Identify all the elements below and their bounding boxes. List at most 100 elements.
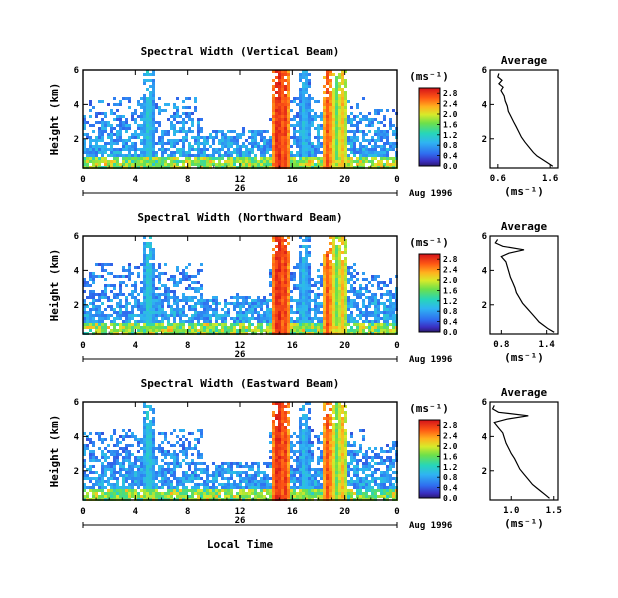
heatmap-cell [347, 160, 350, 163]
heatmap-cell [161, 486, 164, 489]
heatmap-cell [323, 311, 326, 314]
heatmap-cell [296, 492, 299, 495]
heatmap-cell [236, 148, 239, 151]
heatmap-cell [155, 317, 158, 320]
heatmap-cell [383, 302, 386, 305]
heatmap-cell [83, 483, 86, 486]
heatmap-cell [287, 281, 290, 284]
heatmap-cell [299, 429, 302, 432]
heatmap-cell [170, 453, 173, 456]
heatmap-cell [359, 160, 362, 163]
heatmap-cell [128, 453, 131, 456]
heatmap-cell [131, 489, 134, 492]
heatmap-cell [101, 480, 104, 483]
heatmap-cell [350, 305, 353, 308]
heatmap-cell [128, 302, 131, 305]
heatmap-cell [365, 124, 368, 127]
colorbar-tick-label: 2.4 [443, 266, 458, 275]
heatmap-cell [152, 115, 155, 118]
heatmap-cell [335, 260, 338, 263]
heatmap-cell [152, 492, 155, 495]
heatmap-cell [89, 148, 92, 151]
heatmap-cell [203, 326, 206, 329]
heatmap-cell [281, 100, 284, 103]
heatmap-cell [344, 127, 347, 130]
heatmap-cell [305, 139, 308, 142]
heatmap-cell [275, 317, 278, 320]
heatmap-cell [215, 326, 218, 329]
heatmap-cell [146, 405, 149, 408]
heatmap-cell [323, 76, 326, 79]
heatmap-cell [245, 139, 248, 142]
heatmap-cell [344, 329, 347, 332]
heatmap-cell [239, 308, 242, 311]
heatmap-cell [344, 302, 347, 305]
heatmap-cell [203, 471, 206, 474]
heatmap-cell [116, 444, 119, 447]
heatmap-cell [218, 495, 221, 498]
heatmap-cell [89, 293, 92, 296]
heatmap-cell [164, 480, 167, 483]
heatmap-cell [305, 251, 308, 254]
heatmap-cell [293, 329, 296, 332]
heatmap-cell [320, 275, 323, 278]
heatmap-cell [374, 311, 377, 314]
heatmap-cell [131, 329, 134, 332]
heatmap-cell [338, 100, 341, 103]
heatmap-cell [248, 302, 251, 305]
heatmap-cell [101, 136, 104, 139]
heatmap-cell [287, 260, 290, 263]
heatmap-cell [338, 130, 341, 133]
heatmap-cell [113, 275, 116, 278]
heatmap-cell [353, 293, 356, 296]
heatmap-cell [290, 447, 293, 450]
heatmap-cell [206, 299, 209, 302]
heatmap-cell [272, 308, 275, 311]
heatmap-cell [278, 411, 281, 414]
heatmap-cell [329, 121, 332, 124]
heatmap-cell [317, 438, 320, 441]
heatmap-cell [125, 323, 128, 326]
heatmap-cell [299, 157, 302, 160]
heatmap-cell [125, 471, 128, 474]
heatmap-cell [299, 462, 302, 465]
heatmap-cell [242, 477, 245, 480]
heatmap-cell [329, 142, 332, 145]
heatmap-cell [392, 157, 395, 160]
heatmap-cell [266, 480, 269, 483]
heatmap-cell [299, 76, 302, 79]
heatmap-cell [113, 465, 116, 468]
heatmap-cell [269, 456, 272, 459]
heatmap-cell [230, 462, 233, 465]
heatmap-cell [179, 160, 182, 163]
heatmap-cell [350, 148, 353, 151]
heatmap-cell [287, 495, 290, 498]
heatmap-cell [170, 305, 173, 308]
heatmap-cell [161, 284, 164, 287]
heatmap-cell [137, 305, 140, 308]
heatmap-cell [197, 118, 200, 121]
heatmap-cell [329, 320, 332, 323]
heatmap-cell [161, 302, 164, 305]
heatmap-cell [89, 290, 92, 293]
heatmap-cell [224, 326, 227, 329]
heatmap-cell [275, 82, 278, 85]
heatmap-cell [332, 284, 335, 287]
heatmap-cell [149, 471, 152, 474]
heatmap-cell [344, 326, 347, 329]
heatmap-cell [314, 495, 317, 498]
heatmap-cell [323, 257, 326, 260]
heatmap-cell [338, 290, 341, 293]
heatmap-cell [389, 290, 392, 293]
heatmap-cell [215, 495, 218, 498]
heatmap-cell [173, 453, 176, 456]
heatmap-cell [287, 405, 290, 408]
heatmap-cell [287, 118, 290, 121]
heatmap-cell [83, 450, 86, 453]
heatmap-cell [194, 163, 197, 166]
heatmap-cell [287, 278, 290, 281]
heatmap-cell [236, 317, 239, 320]
heatmap-cell [374, 139, 377, 142]
heatmap-cell [170, 489, 173, 492]
heatmap-cell [230, 157, 233, 160]
